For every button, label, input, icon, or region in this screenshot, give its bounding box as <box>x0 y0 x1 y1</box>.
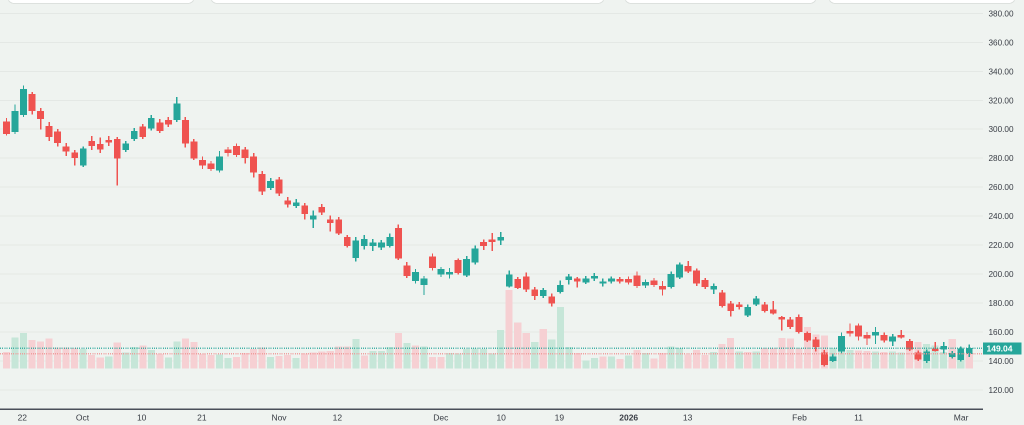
svg-text:260.00: 260.00 <box>989 183 1014 192</box>
svg-text:Mar: Mar <box>954 413 969 423</box>
svg-text:320.00: 320.00 <box>989 96 1014 105</box>
svg-text:11: 11 <box>854 413 863 423</box>
svg-text:220.00: 220.00 <box>989 241 1014 250</box>
svg-text:120.00: 120.00 <box>989 386 1014 395</box>
svg-text:200.00: 200.00 <box>989 270 1014 279</box>
svg-text:Nov: Nov <box>271 413 287 423</box>
svg-text:360.00: 360.00 <box>989 38 1014 47</box>
svg-text:Dec: Dec <box>433 413 449 423</box>
svg-text:10: 10 <box>137 413 147 423</box>
svg-text:240.00: 240.00 <box>989 212 1014 221</box>
svg-text:340.00: 340.00 <box>989 67 1014 76</box>
svg-text:140.00: 140.00 <box>989 357 1014 366</box>
svg-text:280.00: 280.00 <box>989 154 1014 163</box>
svg-text:12: 12 <box>333 413 343 423</box>
svg-text:2026: 2026 <box>619 413 638 423</box>
svg-text:160.00: 160.00 <box>989 328 1014 337</box>
svg-text:21: 21 <box>197 413 207 423</box>
svg-text:Feb: Feb <box>792 413 807 423</box>
svg-text:300.00: 300.00 <box>989 125 1014 134</box>
svg-text:Oct: Oct <box>76 413 90 423</box>
svg-text:380.00: 380.00 <box>989 9 1014 18</box>
svg-text:19: 19 <box>555 413 565 423</box>
svg-text:22: 22 <box>18 413 28 423</box>
svg-text:13: 13 <box>683 413 693 423</box>
svg-text:10: 10 <box>496 413 506 423</box>
svg-text:180.00: 180.00 <box>989 299 1014 308</box>
svg-text:149.04: 149.04 <box>987 343 1013 353</box>
